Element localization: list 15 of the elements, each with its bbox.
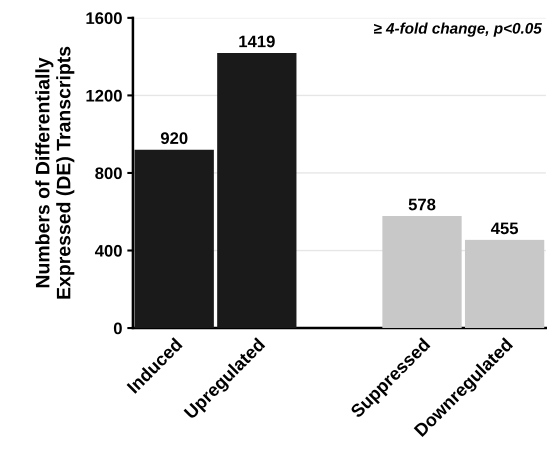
- y-tick-label: 400: [94, 244, 122, 257]
- data-label: 920: [160, 132, 188, 144]
- data-label: 455: [490, 222, 518, 234]
- bar: [217, 52, 296, 328]
- y-tick-label: 0: [114, 322, 122, 334]
- y-axis-title: Numbers of Differentially Expressed (DE) Transcripts: [35, 46, 74, 299]
- bar: [464, 240, 544, 328]
- annotation: ≥ 4-fold change, p<0.05: [374, 22, 542, 37]
- y-tick-label: 1600: [86, 12, 122, 24]
- y-tick-label: 800: [95, 167, 122, 180]
- data-label: 1419: [239, 36, 275, 48]
- y-tick-label: 1200: [86, 90, 122, 102]
- data-label: 578: [408, 198, 436, 210]
- bar: [382, 216, 462, 328]
- bar: [134, 150, 214, 328]
